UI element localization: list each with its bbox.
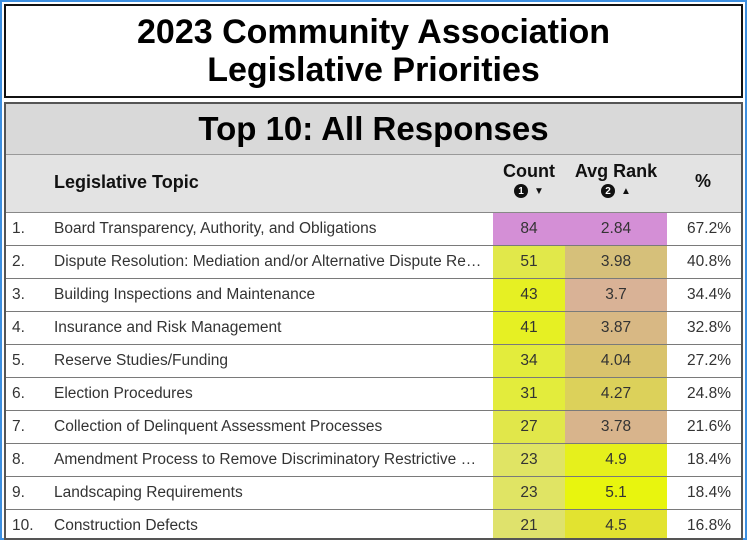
table-row[interactable]: 6. Election Procedures 31 4.27 24.8% [6,378,741,411]
count-cell: 34 [493,345,565,377]
avg-rank-cell: 4.27 [565,378,667,410]
count-cell: 23 [493,477,565,509]
table-body: 1. Board Transparency, Authority, and Obl… [6,213,741,538]
count-cell: 43 [493,279,565,311]
row-index: 9. [12,484,25,501]
column-header-avg-rank[interactable]: Avg Rank 2 ▲ [565,161,667,198]
row-index: 3. [12,286,25,303]
table-header: Legislative Topic Count 1 ▼ Avg Rank 2 ▲… [6,155,741,213]
topic-cell: Insurance and Risk Management [54,319,282,336]
avg-rank-cell: 2.84 [565,213,667,245]
topic-cell: Amendment Process to Remove Discriminato… [54,451,486,468]
table-row[interactable]: 2. Dispute Resolution: Mediation and/or A… [6,246,741,279]
report-title-box: 2023 Community Association Legislative P… [4,4,743,98]
avg-rank-cell: 4.5 [565,510,667,538]
table-row[interactable]: 1. Board Transparency, Authority, and Obl… [6,213,741,246]
report-title-line-1: 2023 Community Association [137,13,610,51]
topic-cell: Election Procedures [54,385,193,402]
sort-order-badge: 1 [514,184,529,198]
percent-cell: 40.8% [687,253,731,270]
percent-cell: 16.8% [687,517,731,534]
topic-cell: Dispute Resolution: Mediation and/or Alt… [54,253,486,270]
avg-rank-cell: 5.1 [565,477,667,509]
panel-title: Top 10: All Responses [6,104,741,155]
table-row[interactable]: 5. Reserve Studies/Funding 34 4.04 27.2% [6,345,741,378]
table-row[interactable]: 8. Amendment Process to Remove Discrimina… [6,444,741,477]
avg-rank-cell: 3.7 [565,279,667,311]
column-header-count-label: Count [503,161,555,181]
count-sort-indicator: 1 ▼ [493,184,565,198]
column-header-percent[interactable]: % [694,171,711,191]
column-header-count[interactable]: Count 1 ▼ [493,161,565,198]
topic-cell: Collection of Delinquent Assessment Proc… [54,418,383,435]
topic-cell: Board Transparency, Authority, and Oblig… [54,220,377,237]
row-index: 8. [12,451,25,468]
row-index: 5. [12,352,25,369]
count-cell: 21 [493,510,565,538]
percent-cell: 27.2% [687,352,731,369]
table-row[interactable]: 10. Construction Defects 21 4.5 16.8% [6,510,741,538]
percent-cell: 67.2% [687,220,731,237]
column-header-topic[interactable]: Legislative Topic [54,172,199,192]
row-index: 7. [12,418,25,435]
percent-cell: 24.8% [687,385,731,402]
sort-order-badge: 2 [601,184,616,198]
table-panel: Top 10: All Responses Legislative Topic … [4,102,743,540]
row-index: 4. [12,319,25,336]
percent-cell: 18.4% [687,484,731,501]
percent-cell: 18.4% [687,451,731,468]
percent-cell: 32.8% [687,319,731,336]
count-cell: 41 [493,312,565,344]
count-cell: 31 [493,378,565,410]
row-index: 1. [12,220,25,237]
table-row[interactable]: 3. Building Inspections and Maintenance 43… [6,279,741,312]
percent-cell: 21.6% [687,418,731,435]
count-cell: 27 [493,411,565,443]
row-index: 10. [12,517,34,534]
table-row[interactable]: 9. Landscaping Requirements 23 5.1 18.4% [6,477,741,510]
column-header-avg-rank-label: Avg Rank [574,161,658,181]
row-index: 2. [12,253,25,270]
count-cell: 51 [493,246,565,278]
avg-rank-sort-indicator: 2 ▲ [565,184,667,198]
count-cell: 84 [493,213,565,245]
avg-rank-cell: 4.04 [565,345,667,377]
table-row[interactable]: 4. Insurance and Risk Management 41 3.87 32.… [6,312,741,345]
count-cell: 23 [493,444,565,476]
topic-cell: Landscaping Requirements [54,484,243,501]
sort-ascending-icon: ▲ [621,185,631,197]
avg-rank-cell: 3.98 [565,246,667,278]
percent-cell: 34.4% [687,286,731,303]
avg-rank-cell: 4.9 [565,444,667,476]
topic-cell: Construction Defects [54,517,198,534]
table-row[interactable]: 7. Collection of Delinquent Assessment Pr… [6,411,741,444]
topic-cell: Reserve Studies/Funding [54,352,229,369]
sort-descending-icon: ▼ [534,185,544,197]
avg-rank-cell: 3.78 [565,411,667,443]
report-title-line-2: Legislative Priorities [207,51,540,89]
avg-rank-cell: 3.87 [565,312,667,344]
row-index: 6. [12,385,25,402]
topic-cell: Building Inspections and Maintenance [54,286,316,303]
